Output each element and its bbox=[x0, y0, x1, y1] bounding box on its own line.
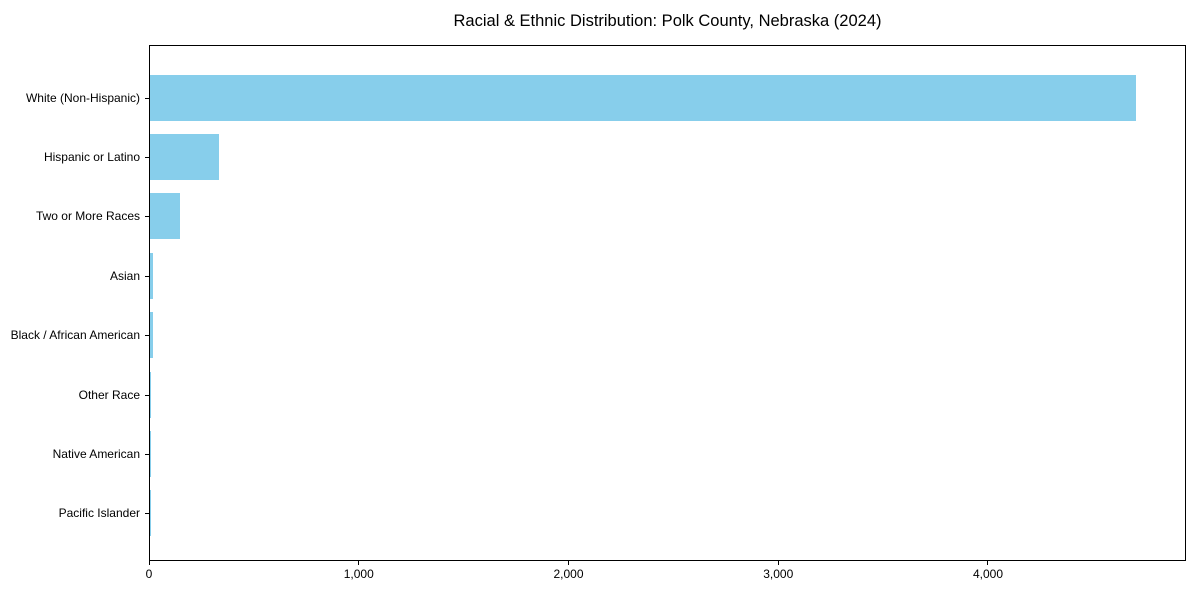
x-axis-tick bbox=[358, 561, 360, 565]
bar bbox=[150, 193, 181, 240]
y-axis-tick bbox=[145, 394, 149, 396]
y-axis-label: Hispanic or Latino bbox=[43, 149, 140, 164]
y-axis-tick bbox=[145, 275, 149, 277]
y-axis-tick bbox=[145, 97, 149, 99]
bar bbox=[150, 133, 220, 180]
y-axis-label: Two or More Races bbox=[35, 209, 140, 224]
y-axis-label: White (Non-Hispanic) bbox=[25, 90, 140, 105]
y-axis-tick bbox=[145, 216, 149, 218]
bar bbox=[150, 74, 1136, 121]
y-axis-label: Black / African American bbox=[10, 328, 140, 343]
x-axis-tick bbox=[987, 561, 989, 565]
y-axis-label: Native American bbox=[52, 446, 140, 461]
plot-area bbox=[149, 45, 1186, 561]
x-axis-tick bbox=[777, 561, 779, 565]
x-axis-tick-label: 2,000 bbox=[553, 567, 584, 581]
y-axis-tick bbox=[145, 453, 149, 455]
y-axis-label: Other Race bbox=[78, 387, 140, 402]
x-axis-tick-label: 0 bbox=[145, 567, 153, 581]
bar bbox=[150, 312, 153, 359]
x-axis-tick bbox=[567, 561, 569, 565]
chart-title: Racial & Ethnic Distribution: Polk Count… bbox=[453, 12, 882, 30]
y-axis-label: Pacific Islander bbox=[58, 506, 140, 521]
y-axis-label: Asian bbox=[109, 268, 140, 283]
x-axis-tick-label: 3,000 bbox=[763, 567, 794, 581]
y-axis-tick bbox=[145, 335, 149, 337]
bar bbox=[150, 371, 152, 418]
x-axis-tick-label: 4,000 bbox=[972, 567, 1003, 581]
x-axis-tick-label: 1,000 bbox=[343, 567, 374, 581]
bar bbox=[150, 252, 154, 299]
x-axis-tick bbox=[148, 561, 150, 565]
y-axis-tick bbox=[145, 513, 149, 515]
y-axis-tick bbox=[145, 156, 149, 158]
